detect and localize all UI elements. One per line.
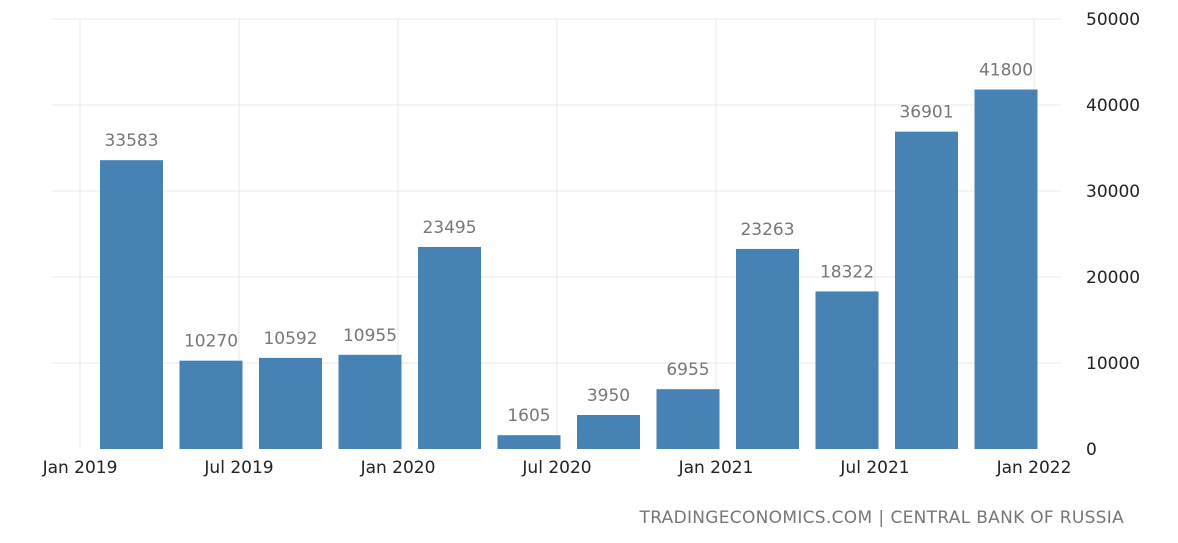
x-tick-label: Jul 2019: [203, 458, 273, 478]
y-tick-label: 50000: [1086, 10, 1140, 30]
bar-value-label: 33583: [104, 131, 158, 151]
bar: [736, 248, 799, 449]
y-tick-label: 20000: [1086, 268, 1140, 288]
bar: [259, 357, 322, 449]
bar: [895, 131, 958, 449]
data-labels: 33583 10270 10592 10955 23495 1605 3950 6955 232…: [104, 61, 1033, 427]
bar: [179, 360, 243, 449]
bars: [100, 89, 1038, 450]
x-tick-label: Jan 2020: [360, 458, 436, 478]
bar-value-label: 3950: [587, 386, 630, 406]
bar: [100, 160, 163, 449]
bar-value-label: 1605: [507, 406, 550, 426]
bar: [656, 389, 720, 449]
bar: [418, 246, 481, 449]
x-tick-label: Jul 2021: [839, 458, 909, 478]
x-tick-label: Jan 2019: [42, 458, 118, 478]
bar: [815, 291, 879, 449]
bar-value-label: 10592: [263, 329, 317, 349]
x-tick-label: Jan 2022: [996, 458, 1072, 478]
bar-value-label: 36901: [899, 103, 953, 123]
y-tick-label: 40000: [1086, 96, 1140, 116]
bar: [577, 415, 640, 449]
bar: [338, 354, 402, 449]
bar-value-label: 10955: [343, 326, 397, 346]
source-footer: TRADINGECONOMICS.COM | CENTRAL BANK OF RUS…: [640, 508, 1124, 528]
y-axis: 0 10000 20000 30000 40000 50000: [1086, 10, 1140, 460]
y-tick-label: 10000: [1086, 354, 1140, 374]
bar-value-label: 23495: [422, 218, 476, 238]
bar-value-label: 41800: [979, 61, 1033, 81]
source-central-bank: CENTRAL BANK OF RUSSIA: [890, 508, 1124, 528]
source-tradingeconomics: TRADINGECONOMICS.COM: [639, 508, 873, 528]
y-tick-label: 0: [1086, 440, 1097, 460]
bar-value-label: 6955: [666, 360, 709, 380]
source-separator: |: [878, 508, 885, 528]
x-axis: Jan 2019 Jul 2019 Jan 2020 Jul 2020 Jan 2021…: [42, 458, 1072, 478]
x-tick-label: Jul 2020: [521, 458, 591, 478]
bar-value-label: 18322: [820, 262, 874, 282]
bar: [974, 89, 1038, 450]
y-tick-label: 30000: [1086, 182, 1140, 202]
bar-value-label: 23263: [740, 220, 794, 240]
bar: [497, 435, 561, 449]
x-tick-label: Jan 2021: [678, 458, 754, 478]
bar-value-label: 10270: [184, 332, 238, 352]
